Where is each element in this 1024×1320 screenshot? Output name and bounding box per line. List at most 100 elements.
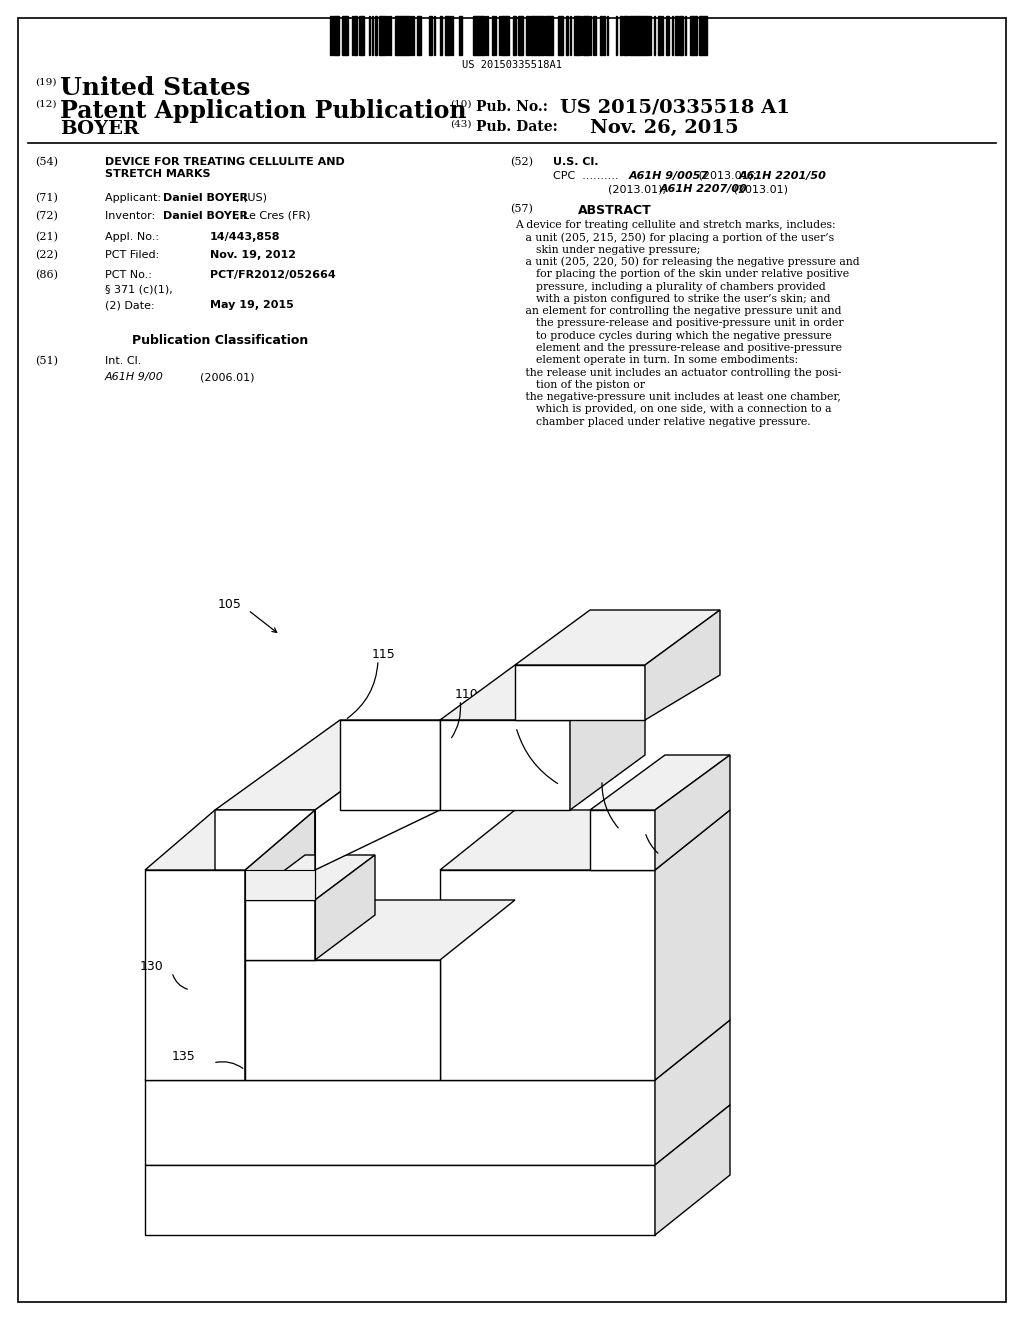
Text: , Le Cres (FR): , Le Cres (FR): [236, 211, 310, 220]
Polygon shape: [515, 665, 645, 719]
Polygon shape: [655, 755, 730, 870]
Polygon shape: [315, 719, 440, 870]
Bar: [584, 16, 587, 55]
Text: Inventor:: Inventor:: [105, 211, 166, 220]
Bar: [526, 16, 528, 55]
Text: 125: 125: [510, 715, 534, 729]
Text: (12): (12): [35, 100, 56, 110]
Text: A61H 2207/00: A61H 2207/00: [660, 183, 748, 194]
Bar: [659, 16, 662, 55]
Text: PCT No.:: PCT No.:: [105, 271, 152, 280]
Text: Pub. Date:: Pub. Date:: [476, 120, 558, 135]
Text: (2006.01): (2006.01): [200, 372, 255, 381]
Bar: [355, 16, 357, 55]
Text: (2013.01);: (2013.01);: [608, 183, 670, 194]
Text: A device for treating cellulite and stretch marks, includes:: A device for treating cellulite and stre…: [515, 220, 836, 230]
Bar: [643, 16, 646, 55]
Text: PCT Filed:: PCT Filed:: [105, 249, 160, 260]
Text: (57): (57): [510, 205, 532, 214]
Bar: [479, 16, 482, 55]
Polygon shape: [340, 719, 440, 810]
Polygon shape: [440, 870, 655, 1080]
Text: ABSTRACT: ABSTRACT: [579, 205, 652, 216]
Bar: [474, 16, 477, 55]
Bar: [404, 16, 407, 55]
Bar: [630, 16, 633, 55]
Polygon shape: [570, 665, 645, 810]
Text: § 371 (c)(1),: § 371 (c)(1),: [105, 285, 173, 294]
Polygon shape: [590, 755, 730, 810]
Text: (19): (19): [35, 78, 56, 87]
Bar: [694, 16, 696, 55]
Text: (21): (21): [35, 232, 58, 243]
Text: STRETCH MARKS: STRETCH MARKS: [105, 169, 211, 180]
Polygon shape: [440, 719, 570, 810]
Polygon shape: [145, 1080, 655, 1166]
Text: pressure, including a plurality of chambers provided: pressure, including a plurality of chamb…: [515, 281, 825, 292]
Polygon shape: [245, 810, 315, 1080]
Text: (52): (52): [510, 157, 534, 168]
Text: Nov. 26, 2015: Nov. 26, 2015: [590, 119, 738, 137]
Text: Pub. No.:: Pub. No.:: [476, 100, 548, 114]
Bar: [381, 16, 383, 55]
Bar: [383, 16, 386, 55]
Text: Applicant:: Applicant:: [105, 193, 168, 203]
Text: to produce cycles during which the negative pressure: to produce cycles during which the negat…: [515, 331, 831, 341]
Polygon shape: [515, 610, 720, 665]
Text: CPC  ..........: CPC ..........: [553, 172, 622, 181]
Polygon shape: [655, 1020, 730, 1166]
Text: 130: 130: [140, 960, 164, 973]
Text: with a piston configured to strike the user’s skin; and: with a piston configured to strike the u…: [515, 294, 830, 304]
Polygon shape: [145, 1166, 655, 1236]
Text: US 2015/0335518 A1: US 2015/0335518 A1: [560, 99, 790, 117]
Text: BOYER: BOYER: [60, 120, 139, 139]
Bar: [646, 16, 649, 55]
Text: (43): (43): [450, 120, 471, 129]
Bar: [398, 16, 400, 55]
Text: for placing the portion of the skin under relative positive: for placing the portion of the skin unde…: [515, 269, 849, 280]
Text: DEVICE FOR TREATING CELLULITE AND: DEVICE FOR TREATING CELLULITE AND: [105, 157, 345, 168]
Bar: [492, 16, 494, 55]
Text: 135: 135: [172, 1049, 196, 1063]
Bar: [574, 16, 577, 55]
Bar: [540, 16, 543, 55]
Bar: [519, 16, 521, 55]
Bar: [521, 16, 523, 55]
Bar: [419, 16, 421, 55]
Text: A61H 9/0057: A61H 9/0057: [629, 172, 710, 181]
Text: Patent Application Publication: Patent Application Publication: [60, 99, 467, 123]
Text: Nov. 19, 2012: Nov. 19, 2012: [210, 249, 296, 260]
Text: (22): (22): [35, 249, 58, 260]
Text: an element for controlling the negative pressure unit and: an element for controlling the negative …: [515, 306, 842, 315]
Bar: [336, 16, 338, 55]
Bar: [396, 16, 398, 55]
Text: 140: 140: [635, 820, 658, 833]
Text: United States: United States: [60, 77, 251, 100]
Polygon shape: [145, 1020, 730, 1080]
Bar: [401, 16, 404, 55]
Text: Daniel BOYER: Daniel BOYER: [163, 211, 248, 220]
Bar: [506, 16, 509, 55]
Text: (10): (10): [450, 100, 471, 110]
Bar: [534, 16, 537, 55]
Bar: [675, 16, 678, 55]
Bar: [417, 16, 419, 55]
Text: a unit (205, 215, 250) for placing a portion of the user’s: a unit (205, 215, 250) for placing a por…: [515, 232, 835, 243]
Text: A61H 9/00: A61H 9/00: [105, 372, 164, 381]
Text: (54): (54): [35, 157, 58, 168]
Text: 110: 110: [455, 688, 479, 701]
Text: chamber placed under relative negative pressure.: chamber placed under relative negative p…: [515, 417, 811, 426]
Text: Daniel BOYER: Daniel BOYER: [163, 193, 248, 203]
Text: PCT/FR2012/052664: PCT/FR2012/052664: [210, 271, 336, 280]
Polygon shape: [245, 855, 375, 900]
Text: (72): (72): [35, 211, 58, 222]
Text: element operate in turn. In some embodiments:: element operate in turn. In some embodim…: [515, 355, 798, 366]
Text: 115: 115: [372, 648, 395, 661]
Text: which is provided, on one side, with a connection to a: which is provided, on one side, with a c…: [515, 404, 831, 414]
Text: a unit (205, 220, 50) for releasing the negative pressure and: a unit (205, 220, 50) for releasing the …: [515, 257, 859, 268]
Text: (2013.01);: (2013.01);: [695, 172, 760, 181]
Polygon shape: [245, 870, 315, 900]
Bar: [459, 16, 462, 55]
Bar: [333, 16, 336, 55]
Bar: [407, 16, 410, 55]
